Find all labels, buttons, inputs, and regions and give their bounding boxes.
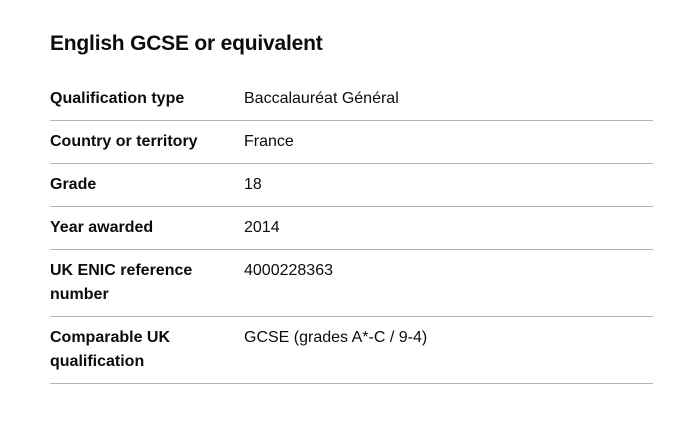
summary-list: Qualification type Baccalauréat Général … — [50, 78, 653, 384]
summary-row-qualification-type: Qualification type Baccalauréat Général — [50, 78, 653, 121]
summary-row-enic-reference: UK ENIC reference number 4000228363 — [50, 250, 653, 317]
summary-value: 2014 — [244, 219, 280, 236]
summary-row-grade: Grade 18 — [50, 164, 653, 207]
summary-row-country: Country or territory France — [50, 121, 653, 164]
summary-value: GCSE (grades A*-C / 9-4) — [244, 329, 428, 346]
summary-row-comparable-qualification: Comparable UK qualification GCSE (grades… — [50, 317, 653, 384]
section-heading: English GCSE or equivalent — [50, 32, 323, 55]
summary-key: UK ENIC reference number — [50, 262, 193, 303]
summary-value: France — [244, 133, 294, 150]
summary-key: Country or territory — [50, 133, 198, 150]
summary-value: 18 — [244, 176, 262, 193]
summary-value: Baccalauréat Général — [244, 90, 399, 107]
summary-row-year-awarded: Year awarded 2014 — [50, 207, 653, 250]
qualification-summary-card: English GCSE or equivalent Qualification… — [50, 28, 653, 384]
summary-value: 4000228363 — [244, 262, 333, 279]
summary-key: Year awarded — [50, 219, 154, 236]
summary-key: Grade — [50, 176, 97, 193]
summary-key: Comparable UK qualification — [50, 329, 171, 370]
summary-key: Qualification type — [50, 90, 185, 107]
